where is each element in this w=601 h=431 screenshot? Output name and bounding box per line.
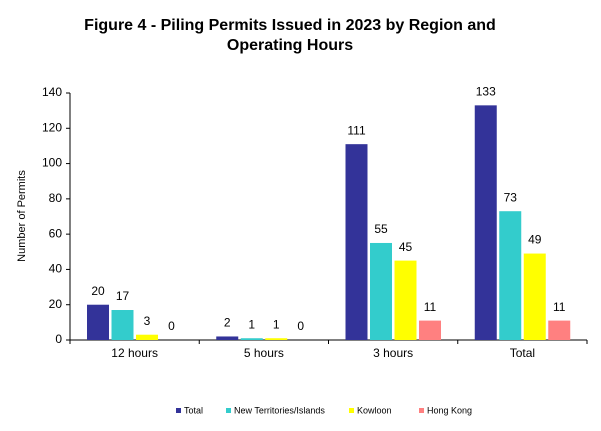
value-label: 1 bbox=[273, 317, 280, 331]
legend-swatch bbox=[176, 408, 181, 413]
legend-label: New Territories/Islands bbox=[234, 405, 325, 415]
bar bbox=[499, 211, 522, 340]
y-tick-label: 140 bbox=[42, 85, 62, 99]
y-tick-label: 20 bbox=[49, 297, 63, 311]
bar bbox=[345, 144, 368, 340]
bar bbox=[216, 336, 239, 340]
x-tick-label: Total bbox=[510, 346, 535, 360]
y-tick-label: 100 bbox=[42, 156, 62, 170]
bar bbox=[240, 338, 263, 340]
value-label: 1 bbox=[248, 317, 255, 331]
bar bbox=[136, 334, 158, 340]
legend-label: Total bbox=[184, 405, 203, 415]
y-tick-label: 40 bbox=[49, 262, 63, 276]
value-label: 133 bbox=[476, 85, 496, 99]
legend-swatch bbox=[419, 408, 424, 413]
value-label: 45 bbox=[399, 240, 413, 254]
bar bbox=[419, 320, 441, 340]
bar bbox=[370, 242, 392, 340]
value-label: 20 bbox=[91, 284, 105, 298]
value-label: 73 bbox=[504, 190, 518, 204]
legend-label: Kowloon bbox=[357, 405, 392, 415]
value-label: 0 bbox=[297, 319, 304, 333]
x-tick-label: 5 hours bbox=[244, 346, 284, 360]
y-tick-label: 60 bbox=[49, 226, 63, 240]
bar bbox=[111, 310, 134, 340]
bar bbox=[265, 338, 288, 340]
y-tick-label: 80 bbox=[49, 191, 63, 205]
bar bbox=[548, 320, 571, 340]
bar bbox=[523, 253, 546, 340]
value-label: 11 bbox=[553, 300, 566, 314]
y-tick-label: 120 bbox=[42, 120, 62, 134]
value-label: 111 bbox=[347, 123, 366, 137]
x-tick-label: 12 hours bbox=[111, 346, 158, 360]
value-label: 49 bbox=[528, 233, 542, 247]
value-label: 2 bbox=[224, 316, 231, 330]
y-tick-label: 0 bbox=[55, 332, 62, 346]
value-label: 17 bbox=[116, 289, 130, 303]
legend-swatch bbox=[226, 408, 231, 413]
bar bbox=[474, 105, 497, 340]
value-label: 11 bbox=[424, 300, 437, 314]
value-label: 3 bbox=[144, 314, 151, 328]
legend-swatch bbox=[349, 408, 354, 413]
chart-title: Figure 4 - Piling Permits Issued in 2023… bbox=[84, 17, 496, 54]
x-tick-label: 3 hours bbox=[373, 346, 413, 360]
y-axis-label: Number of Permits bbox=[16, 170, 28, 262]
bar bbox=[394, 260, 417, 340]
value-label: 55 bbox=[374, 222, 388, 236]
value-label: 0 bbox=[168, 319, 175, 333]
bar bbox=[87, 304, 109, 340]
legend-label: Hong Kong bbox=[427, 405, 472, 415]
